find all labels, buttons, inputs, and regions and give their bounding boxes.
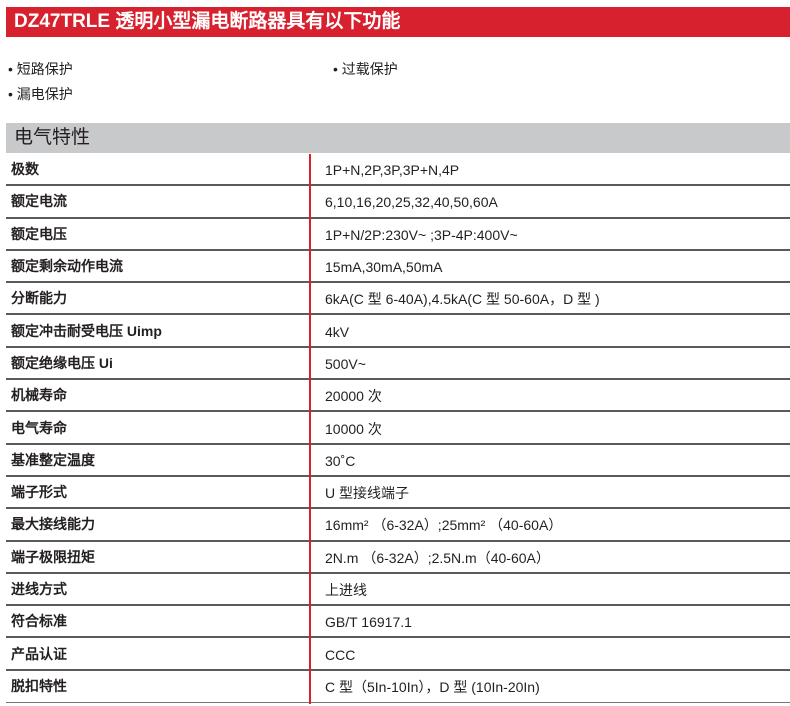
spec-value: 1P+N/2P:230V~ ;3P-4P:400V~	[309, 218, 790, 251]
spec-value: U 型接线端子	[309, 476, 790, 510]
table-row: 端子形式 U 型接线端子	[6, 476, 790, 510]
spec-table: 极数 1P+N,2P,3P,3P+N,4P 额定电流 6,10,16,20,25,32…	[6, 154, 790, 705]
table-row: 极数 1P+N,2P,3P,3P+N,4P	[6, 154, 790, 187]
table-row: 基准整定温度 30˚C	[6, 444, 790, 477]
table-row: 符合标准 GB/T 16917.1	[6, 606, 790, 639]
spec-label: 端子形式	[11, 484, 67, 501]
spec-value: 1P+N,2P,3P,3P+N,4P	[309, 154, 790, 187]
table-row: 进线方式 上进线	[6, 573, 790, 607]
spec-label: 产品认证	[11, 645, 67, 662]
table-row: 分断能力 6kA(C 型 6-40A),4.5kA(C 型 50-60A，D 型 …	[6, 283, 790, 316]
spec-value: 2N.m （6-32A）;2.5N.m（40-60A）	[309, 541, 790, 574]
spec-label: 机械寿命	[11, 387, 67, 404]
table-row: 脱扣特性 C 型（5In-10In），D 型 (10In-20In)	[6, 670, 790, 705]
table-row: 电气寿命 10000 次	[6, 412, 790, 445]
spec-value: C 型（5In-10In），D 型 (10In-20In)	[309, 670, 790, 705]
feature-item: • 漏电保护	[8, 86, 73, 102]
spec-label: 额定绝缘电压 Ui	[11, 354, 113, 371]
table-row: 额定剩余动作电流 15mA,30mA,50mA	[6, 250, 790, 284]
spec-label: 极数	[11, 161, 39, 178]
spec-label: 进线方式	[11, 581, 67, 597]
spec-value: 30˚C	[309, 444, 790, 477]
table-row: 最大接线能力 16mm² （6-32A）;25mm² （40-60A）	[6, 509, 790, 542]
table-row: 额定电压 1P+N/2P:230V~ ;3P-4P:400V~	[6, 218, 790, 251]
section-title: 电气特性	[6, 123, 790, 153]
spec-label: 额定电流	[11, 193, 67, 210]
spec-value: 15mA,30mA,50mA	[309, 250, 790, 284]
table-row: 额定冲击耐受电压 Uimp 4kV	[6, 315, 790, 348]
spec-value: 上进线	[309, 573, 790, 607]
page-title: DZ47TRLE 透明小型漏电断路器具有以下功能	[6, 7, 790, 37]
spec-value: 6kA(C 型 6-40A),4.5kA(C 型 50-60A，D 型 )	[309, 283, 790, 316]
spec-value: GB/T 16917.1	[309, 606, 790, 639]
spec-label: 额定冲击耐受电压 Uimp	[11, 322, 162, 339]
spec-label: 额定剩余动作电流	[11, 258, 123, 275]
spec-label: 基准整定温度	[11, 451, 95, 468]
spec-value: 10000 次	[309, 412, 790, 445]
spec-value: 500V~	[309, 347, 790, 381]
spec-value: 6,10,16,20,25,32,40,50,60A	[309, 186, 790, 219]
table-row: 产品认证 CCC	[6, 638, 790, 671]
table-row: 机械寿命 20000 次	[6, 380, 790, 413]
table-row: 额定电流 6,10,16,20,25,32,40,50,60A	[6, 186, 790, 219]
spec-value: 16mm² （6-32A）;25mm² （40-60A）	[309, 509, 790, 542]
spec-label: 端子极限扭矩	[11, 548, 95, 565]
spec-label: 额定电压	[11, 225, 67, 242]
table-row: 额定绝缘电压 Ui 500V~	[6, 347, 790, 381]
spec-label: 电气寿命	[11, 419, 67, 436]
spec-value: CCC	[309, 638, 790, 671]
spec-label: 脱扣特性	[11, 678, 67, 695]
feature-item: • 短路保护	[8, 61, 73, 77]
spec-value: 4kV	[309, 315, 790, 348]
spec-value: 20000 次	[309, 380, 790, 413]
feature-item: • 过载保护	[333, 61, 398, 77]
spec-label: 最大接线能力	[11, 516, 95, 533]
table-row: 端子极限扭矩 2N.m （6-32A）;2.5N.m（40-60A）	[6, 541, 790, 574]
spec-label: 符合标准	[11, 613, 67, 630]
spec-label: 分断能力	[11, 290, 67, 307]
